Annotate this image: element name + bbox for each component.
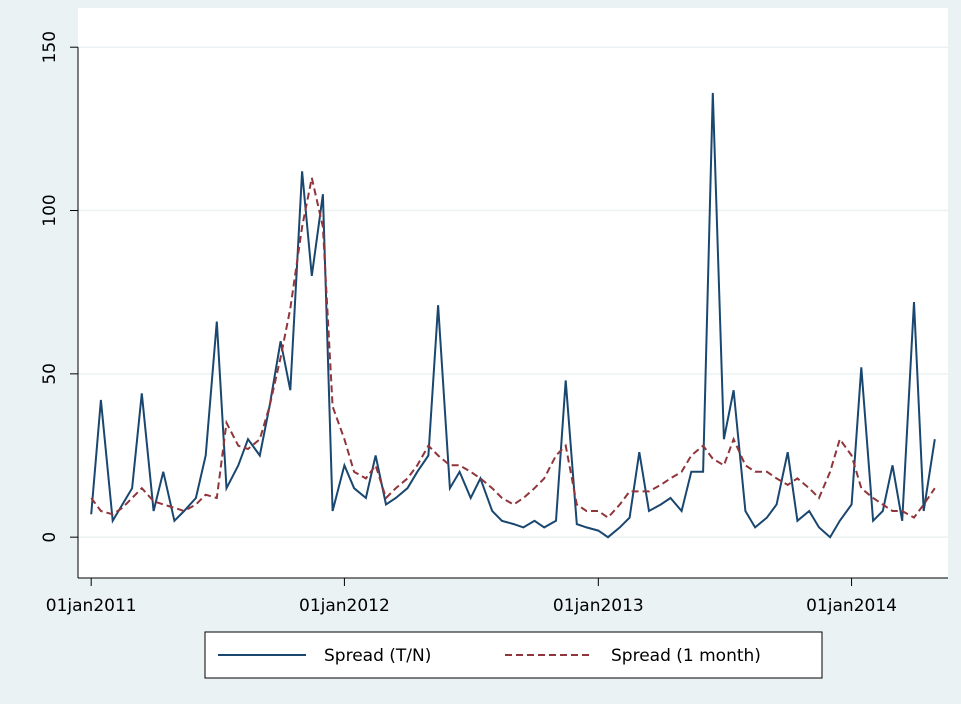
series-line	[90, 177, 936, 519]
x-tick-label: 01jan2012	[299, 596, 390, 616]
legend-label: Spread (T/N)	[324, 646, 431, 666]
x-tick-label: 01jan2014	[806, 596, 897, 616]
series-line	[90, 92, 936, 539]
y-tick-label: 50	[40, 363, 60, 385]
x-tick-label: 01jan2011	[46, 596, 137, 616]
y-tick-label: 0	[40, 532, 60, 543]
y-tick-label: 100	[40, 194, 60, 226]
y-tick-label: 150	[40, 31, 60, 63]
plot-area	[78, 8, 948, 578]
legend-box	[204, 631, 823, 679]
x-tick-label: 01jan2013	[553, 596, 644, 616]
legend-label: Spread (1 month)	[611, 646, 761, 666]
